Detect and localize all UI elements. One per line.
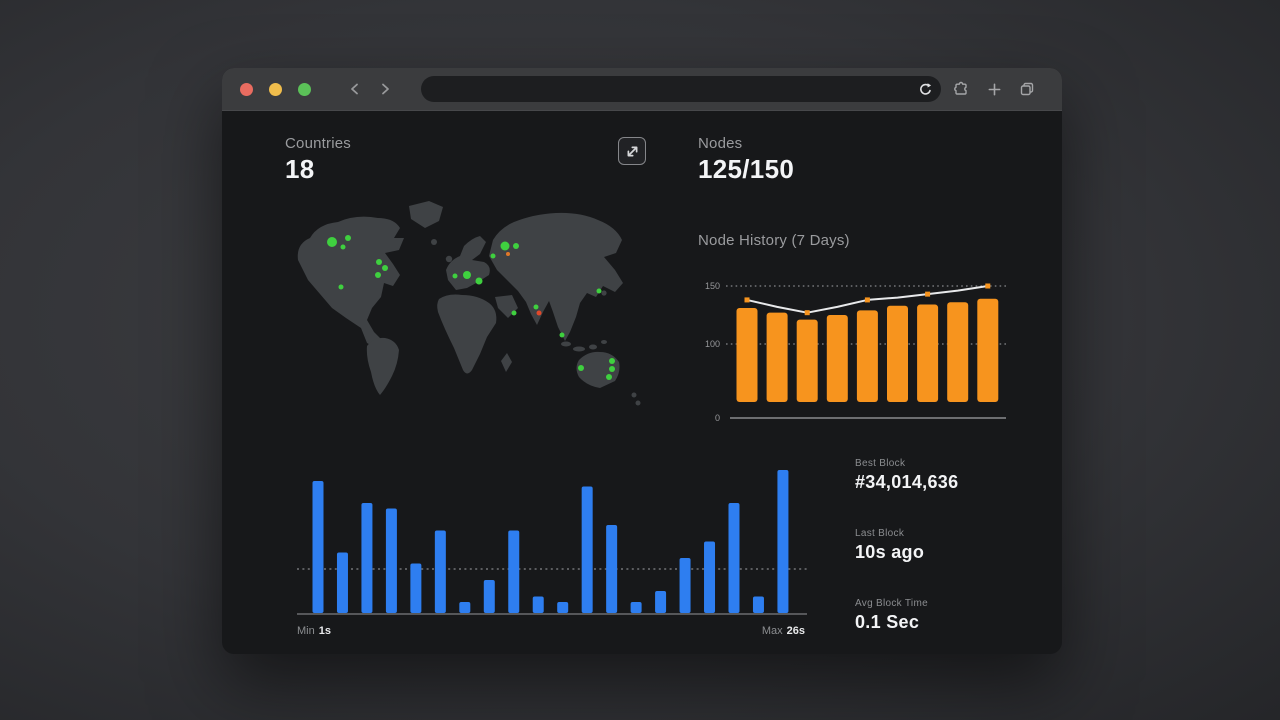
countries-value: 18 [285, 154, 315, 184]
browser-window: Countries 18 Nodes 125/150 Node History … [222, 68, 1062, 654]
nodes-value: 125/150 [698, 154, 795, 184]
node-history-bar [796, 319, 818, 402]
block-time-bar [777, 470, 789, 613]
node-history-bar [826, 315, 848, 402]
node-dot-green [376, 259, 382, 265]
line-marker [985, 283, 991, 289]
last-block-label: Last Block [855, 528, 905, 539]
y-tick-label: 0 [715, 413, 720, 423]
block-time-bar [336, 552, 348, 613]
node-dot-green [578, 365, 584, 371]
best-block-label: Best Block [855, 458, 906, 469]
node-history-bar [887, 305, 908, 402]
node-dot-green [609, 366, 615, 372]
node-dot-green [606, 374, 612, 380]
block-time-bar [459, 602, 471, 613]
line-marker [925, 291, 931, 297]
address-bar[interactable] [421, 76, 941, 102]
forward-icon[interactable] [377, 81, 393, 97]
line-marker [744, 297, 750, 303]
avg-block-time-stat: Avg Block Time 0.1 Sec [855, 598, 928, 633]
node-history-bar [917, 304, 939, 402]
block-time-bar [655, 591, 667, 613]
node-location-dots [327, 235, 615, 380]
block-time-bar [679, 558, 691, 613]
node-dot-green [513, 243, 519, 249]
block-time-bar [752, 596, 764, 613]
block-time-bar [312, 481, 324, 613]
countries-label: Countries [285, 135, 351, 152]
best-block-value: #34,014,636 [855, 472, 959, 492]
expand-map-button[interactable] [618, 137, 646, 165]
block-time-bar [606, 525, 618, 613]
node-history-bar [736, 308, 758, 402]
nodes-label: Nodes [698, 135, 743, 152]
last-block-value: 10s ago [855, 542, 925, 562]
line-marker [804, 310, 810, 316]
min-block-time-label: Min 1s [297, 625, 331, 637]
node-history-bar [856, 310, 878, 402]
node-history-bar [977, 298, 999, 402]
traffic-lights [240, 82, 311, 96]
extensions-icon[interactable] [953, 81, 969, 97]
node-dot-green [475, 277, 483, 285]
reload-icon[interactable] [917, 81, 933, 97]
node-history-bar [947, 302, 969, 402]
y-tick-label: 100 [705, 339, 720, 349]
block-time-bar [508, 530, 520, 613]
y-tick-label: 150 [705, 281, 720, 291]
avg-block-time-label: Avg Block Time [855, 598, 928, 609]
node-dot-green [490, 253, 496, 259]
node-dot-green [338, 284, 344, 290]
node-dot-green [340, 244, 346, 250]
block-time-bar [704, 541, 716, 613]
browser-toolbar [222, 68, 1062, 111]
node-dot-green [375, 272, 381, 278]
block-time-bar [532, 596, 544, 613]
block-time-bar [385, 508, 397, 613]
avg-block-time-value: 0.1 Sec [855, 612, 920, 632]
block-time-bar [410, 563, 422, 613]
node-dot-orange [506, 252, 510, 256]
node-dot-green [463, 271, 471, 279]
node-dot-green [559, 332, 565, 338]
max-block-time-label: Max 26s [761, 625, 805, 637]
block-time-bar [557, 602, 569, 613]
block-time-bar [361, 503, 373, 613]
tab-switcher-icon[interactable] [1019, 81, 1035, 97]
node-dot-green [345, 235, 351, 241]
node-dot-red [536, 310, 542, 316]
line-marker [864, 297, 870, 303]
block-time-bar [581, 486, 593, 613]
block-time-bar [728, 503, 740, 613]
node-dot-green [382, 265, 388, 271]
node-dot-green [533, 304, 539, 310]
new-tab-icon[interactable] [986, 81, 1002, 97]
node-history-chart: 150 100 0 [705, 281, 1008, 423]
block-time-chart [297, 470, 807, 615]
best-block-stat: Best Block #34,014,636 [855, 458, 958, 493]
node-history-bar [766, 312, 788, 402]
expand-arrows-icon [625, 144, 640, 159]
minimize-window-button[interactable] [269, 82, 282, 96]
close-window-button[interactable] [240, 82, 253, 96]
node-dot-green [596, 288, 602, 294]
node-dot-green [327, 237, 337, 247]
block-time-range-labels: Min 1s Max 26s [297, 625, 805, 637]
back-icon[interactable] [347, 81, 363, 97]
node-dot-green [609, 358, 615, 364]
node-dot-green [500, 241, 510, 251]
node-dot-green [452, 273, 458, 279]
maximize-window-button[interactable] [298, 82, 311, 96]
world-map-continents [297, 201, 641, 406]
block-time-bar [483, 580, 495, 613]
node-dot-green [511, 310, 517, 316]
block-time-bar [630, 602, 642, 613]
node-history-title: Node History (7 Days) [698, 232, 850, 249]
world-map [297, 201, 641, 406]
last-block-stat: Last Block 10s ago [855, 528, 924, 563]
block-time-bar [434, 530, 446, 613]
